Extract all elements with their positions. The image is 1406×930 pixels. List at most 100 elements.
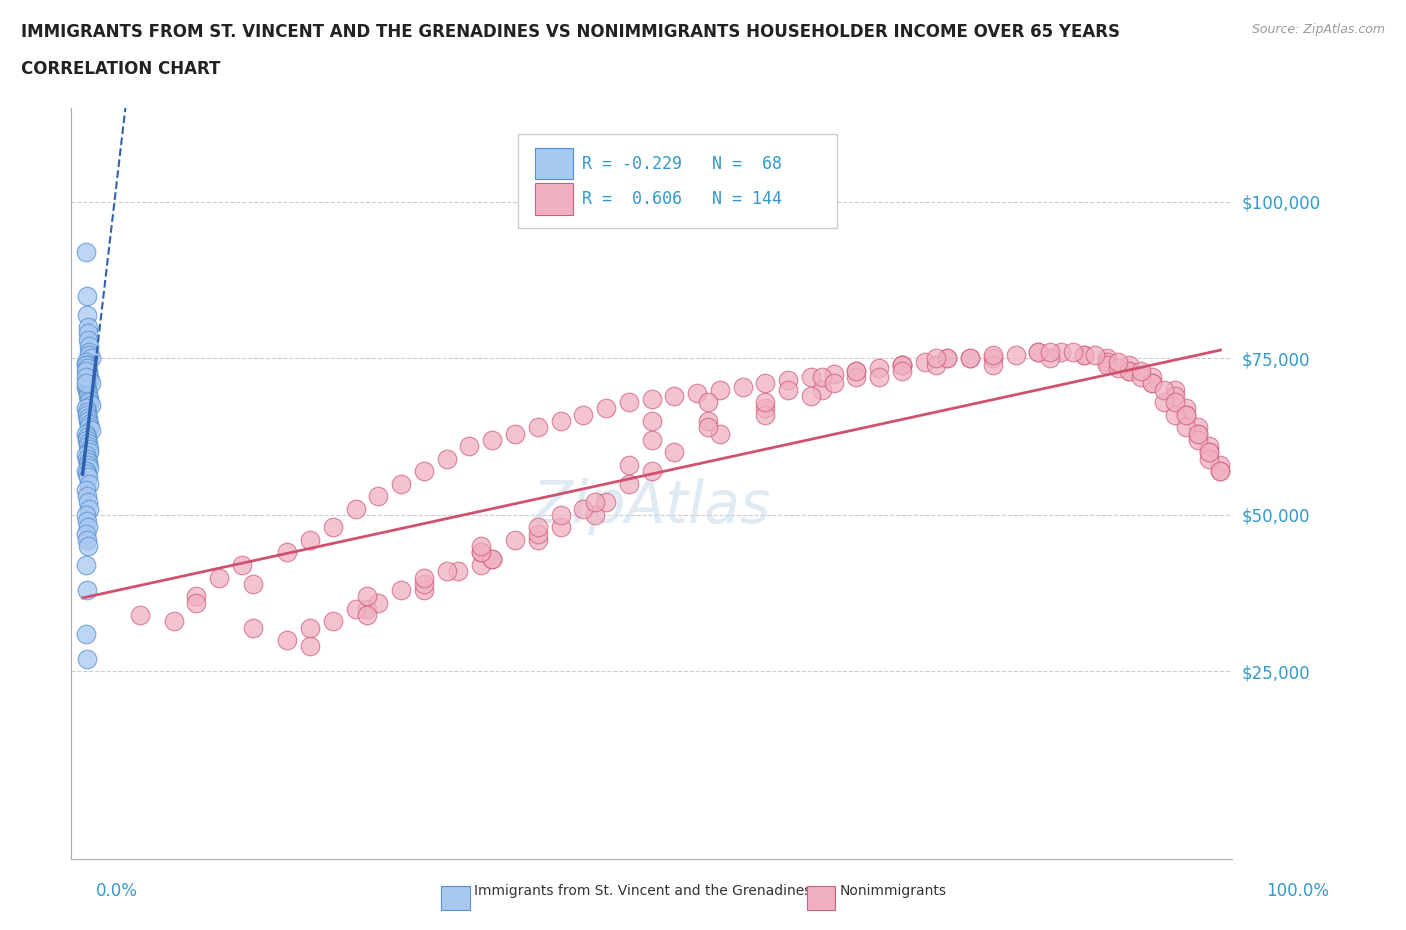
Point: [75, 526, 97, 541]
Point: [413, 577, 436, 591]
Point: [75, 376, 97, 391]
Point: [664, 389, 686, 404]
Point: [75, 627, 97, 642]
Point: [583, 495, 606, 510]
Point: [1118, 364, 1140, 379]
Point: [242, 620, 264, 635]
Text: Source: ZipAtlas.com: Source: ZipAtlas.com: [1251, 23, 1385, 36]
Point: [914, 354, 936, 369]
Point: [79, 370, 101, 385]
Point: [959, 351, 981, 365]
Text: 0.0%: 0.0%: [96, 883, 138, 900]
Point: [75, 401, 97, 416]
Point: [1175, 401, 1198, 416]
Point: [1175, 419, 1198, 434]
FancyBboxPatch shape: [517, 134, 837, 228]
Point: [75, 357, 97, 372]
Point: [731, 379, 754, 394]
Point: [1187, 426, 1209, 441]
Point: [208, 570, 231, 585]
Point: [550, 414, 572, 429]
Point: [823, 376, 845, 391]
Point: [77, 389, 100, 404]
Point: [470, 545, 492, 560]
Point: [1118, 357, 1140, 372]
Point: [76, 488, 98, 503]
Point: [413, 464, 436, 479]
Point: [75, 245, 97, 259]
Point: [981, 357, 1004, 372]
Point: [299, 620, 322, 635]
Point: [1095, 354, 1118, 369]
Point: [800, 389, 823, 404]
Text: Nonimmigrants: Nonimmigrants: [839, 884, 946, 898]
Point: [77, 520, 100, 535]
Point: [1164, 389, 1187, 404]
Point: [79, 376, 101, 391]
Point: [1073, 348, 1095, 363]
Point: [77, 458, 100, 472]
Point: [1039, 351, 1062, 365]
Text: 100.0%: 100.0%: [1265, 883, 1329, 900]
Point: [322, 520, 344, 535]
Point: [75, 370, 97, 385]
Point: [76, 432, 98, 447]
Point: [76, 288, 98, 303]
Point: [1153, 394, 1175, 409]
Point: [79, 476, 101, 491]
Point: [79, 392, 101, 406]
Point: [276, 632, 298, 647]
Point: [77, 410, 100, 425]
Point: [75, 558, 97, 573]
Point: [79, 394, 101, 409]
Point: [1164, 382, 1187, 397]
Point: [76, 360, 98, 375]
Point: [595, 401, 617, 416]
Point: [583, 508, 606, 523]
Text: R = -0.229   N =  68: R = -0.229 N = 68: [582, 154, 782, 173]
Point: [79, 398, 101, 413]
Point: [76, 430, 98, 445]
Point: [845, 364, 868, 379]
Point: [697, 419, 720, 434]
Point: [79, 460, 101, 475]
Point: [754, 401, 776, 416]
Point: [77, 414, 100, 429]
Point: [77, 538, 100, 553]
Point: [356, 607, 378, 622]
Point: [1140, 370, 1163, 385]
Point: [77, 364, 100, 379]
Point: [77, 495, 100, 510]
Point: [550, 520, 572, 535]
Point: [76, 357, 98, 372]
Point: [936, 351, 959, 365]
Point: [709, 382, 731, 397]
Point: [778, 373, 800, 388]
Point: [890, 357, 912, 372]
Point: [526, 526, 548, 541]
Point: [890, 357, 912, 372]
Point: [1164, 394, 1187, 409]
Point: [413, 570, 436, 585]
Point: [526, 533, 548, 548]
Point: [1084, 348, 1107, 363]
Point: [1073, 348, 1095, 363]
Point: [77, 435, 100, 450]
Point: [1118, 364, 1140, 379]
Point: [77, 454, 100, 469]
Point: [1107, 354, 1129, 369]
Point: [925, 357, 948, 372]
Text: Immigrants from St. Vincent and the Grenadines: Immigrants from St. Vincent and the Gren…: [474, 884, 811, 898]
Point: [76, 533, 98, 548]
Point: [754, 394, 776, 409]
Point: [242, 577, 264, 591]
Point: [1039, 345, 1062, 360]
Point: [572, 407, 595, 422]
Point: [77, 439, 100, 454]
Point: [800, 370, 823, 385]
Point: [617, 458, 640, 472]
Point: [1198, 445, 1220, 459]
Point: [77, 366, 100, 381]
Point: [367, 488, 389, 503]
Point: [356, 602, 378, 617]
